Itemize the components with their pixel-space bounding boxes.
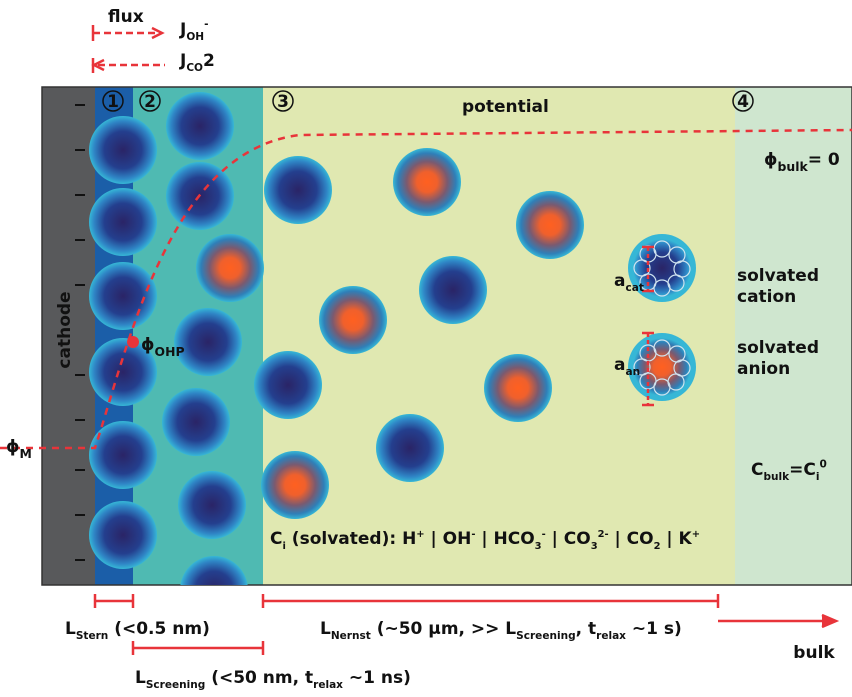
text-part: ~1 ns) bbox=[343, 668, 411, 688]
text-part: = 0 bbox=[808, 150, 840, 170]
diagram: flux 1 2 3 4 potential cathode solvated … bbox=[0, 0, 852, 697]
text-part: cat bbox=[625, 282, 643, 294]
text-part: | OH bbox=[425, 529, 472, 549]
text-part: M bbox=[20, 446, 32, 461]
text-part: CO bbox=[186, 62, 203, 74]
text-part: ϕ bbox=[764, 150, 778, 170]
text-part: L bbox=[135, 668, 146, 688]
anion-label: anion bbox=[737, 359, 790, 379]
text-part: 2 bbox=[203, 51, 215, 71]
text-part: 2- bbox=[598, 529, 609, 540]
text-part: J bbox=[179, 51, 186, 71]
cation-label: cation bbox=[737, 287, 796, 307]
text-part: bulk bbox=[763, 471, 790, 483]
text-part: + bbox=[416, 529, 424, 540]
text-part: (<50 nm, t bbox=[205, 668, 313, 688]
text-part: ϕ bbox=[6, 437, 20, 457]
text-part: Screening bbox=[146, 679, 205, 691]
text-part: OH bbox=[186, 31, 204, 43]
text-part: bulk bbox=[778, 159, 809, 174]
text-part: ϕ bbox=[141, 335, 155, 355]
zone-number: 4 bbox=[737, 92, 749, 112]
anion-label: solvated bbox=[737, 338, 819, 358]
text-part: a bbox=[614, 355, 625, 375]
cathode-label: cathode bbox=[55, 291, 75, 368]
species-list: Ci (solvated): H+ | OH- | HCO3- | CO32- … bbox=[270, 529, 700, 552]
text-part: 3 bbox=[591, 541, 598, 552]
text-part: (~50 μm, >> L bbox=[371, 619, 517, 639]
l-stern: LStern (<0.5 nm) bbox=[65, 619, 210, 642]
text-part: an bbox=[625, 366, 640, 378]
cation-label: solvated bbox=[737, 266, 819, 286]
text-part: 0 bbox=[820, 458, 827, 470]
text-part: OHP bbox=[155, 344, 185, 359]
ohp-point bbox=[127, 336, 139, 348]
text-part: (<0.5 nm) bbox=[108, 619, 210, 639]
text-part: C bbox=[751, 460, 763, 480]
text-part: 3 bbox=[535, 541, 542, 552]
text-part: relax bbox=[313, 679, 343, 691]
text-part: a bbox=[614, 271, 625, 291]
text-part: L bbox=[65, 619, 76, 639]
text-part: + bbox=[692, 529, 700, 540]
l-nernst: LNernst (~50 μm, >> LScreening, trelax ~… bbox=[320, 619, 682, 642]
text-part: J bbox=[179, 20, 186, 40]
flux-co2: JCO2 bbox=[179, 51, 215, 74]
phi-m: ϕM bbox=[6, 437, 32, 461]
potential-label: potential bbox=[462, 97, 549, 117]
text-part: i bbox=[816, 471, 820, 483]
text-part: Nernst bbox=[331, 630, 371, 642]
zone-number: 2 bbox=[144, 92, 156, 112]
c-bulk: Cbulk=Ci0 bbox=[751, 458, 827, 483]
text-part: , t bbox=[576, 619, 597, 639]
bulk-label: bulk bbox=[793, 643, 835, 663]
text-part: (solvated): H bbox=[286, 529, 416, 549]
l-screening: LScreening (<50 nm, trelax ~1 ns) bbox=[135, 668, 411, 691]
text-part: relax bbox=[596, 630, 626, 642]
text-part: | HCO bbox=[475, 529, 534, 549]
text-part: ~1 s) bbox=[626, 619, 682, 639]
text-part: =C bbox=[789, 460, 816, 480]
flux-oh: JOH- bbox=[179, 18, 208, 43]
text-part: C bbox=[270, 529, 282, 549]
text-part: - bbox=[204, 18, 208, 30]
text-part: L bbox=[320, 619, 331, 639]
text-part: | CO bbox=[609, 529, 654, 549]
zone-number: 1 bbox=[107, 92, 119, 112]
flux-label: flux bbox=[108, 7, 144, 27]
text-part: Screening bbox=[516, 630, 575, 642]
text-part: | CO bbox=[546, 529, 591, 549]
text-part: Stern bbox=[76, 630, 108, 642]
text-part: | K bbox=[661, 529, 693, 549]
zone-number: 3 bbox=[277, 92, 289, 112]
